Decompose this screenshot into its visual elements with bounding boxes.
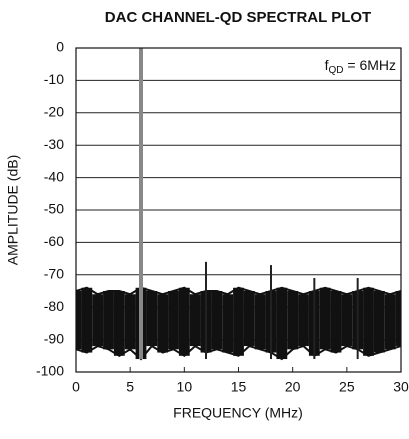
x-tick-label: 20 — [285, 379, 301, 395]
noise-band — [157, 294, 169, 353]
noise-band — [233, 287, 244, 356]
noise-envelope — [75, 344, 402, 361]
y-tick-label: -80 — [44, 298, 64, 314]
plot-frame — [75, 47, 402, 373]
x-axis-label: FREQUENCY (MHz) — [173, 405, 303, 421]
noise-envelope — [75, 286, 402, 296]
noise-band — [395, 291, 401, 347]
y-tick-label: -90 — [44, 330, 64, 346]
annotation-base: f — [325, 57, 329, 73]
y-tick-label: -30 — [44, 136, 64, 152]
noise-band — [222, 294, 234, 353]
annotation-rest: = 6MHz — [343, 57, 396, 73]
noise-band — [319, 287, 331, 350]
annotation-sub: QD — [328, 65, 343, 76]
noise-band — [92, 294, 104, 347]
noise-band — [103, 291, 114, 350]
noise-band — [276, 287, 288, 360]
y-tick-label: -20 — [44, 104, 64, 120]
y-tick-label: -40 — [44, 168, 64, 184]
chart-title: DAC CHANNEL-QD SPECTRAL PLOT — [105, 9, 371, 26]
noise-band — [298, 294, 309, 347]
noise-band — [211, 291, 223, 350]
noise-band — [76, 291, 82, 350]
noise-band — [168, 291, 179, 350]
x-tick-label: 5 — [126, 379, 134, 395]
y-tick-label: -60 — [44, 233, 64, 249]
noise-band — [363, 287, 374, 356]
noise-band — [287, 291, 299, 350]
x-tick-label: 30 — [393, 379, 409, 395]
x-tick-label: 0 — [72, 379, 80, 395]
x-tick-label: 25 — [339, 379, 355, 395]
noise-band — [113, 291, 125, 356]
noise-band — [81, 287, 93, 353]
y-tick-label: -100 — [36, 363, 64, 379]
noise-band — [243, 291, 255, 347]
noise-band — [373, 291, 385, 353]
annotation: fQD = 6MHz — [325, 57, 396, 76]
y-tick-label: -10 — [44, 71, 64, 87]
noise-band — [124, 294, 136, 350]
noise-band — [178, 287, 190, 356]
noise-band — [384, 294, 396, 350]
noise-band — [146, 291, 158, 347]
y-tick-label: -70 — [44, 266, 64, 282]
noise-band — [330, 291, 342, 353]
noise-band — [341, 294, 353, 347]
y-tick-label: 0 — [56, 39, 64, 55]
noise-band — [254, 294, 266, 350]
noise-band — [189, 294, 201, 347]
x-tick-label: 15 — [231, 379, 247, 395]
y-axis-label: AMPLITUDE (dB) — [5, 155, 21, 265]
y-tick-label: -50 — [44, 201, 64, 217]
x-tick-label: 10 — [177, 379, 193, 395]
